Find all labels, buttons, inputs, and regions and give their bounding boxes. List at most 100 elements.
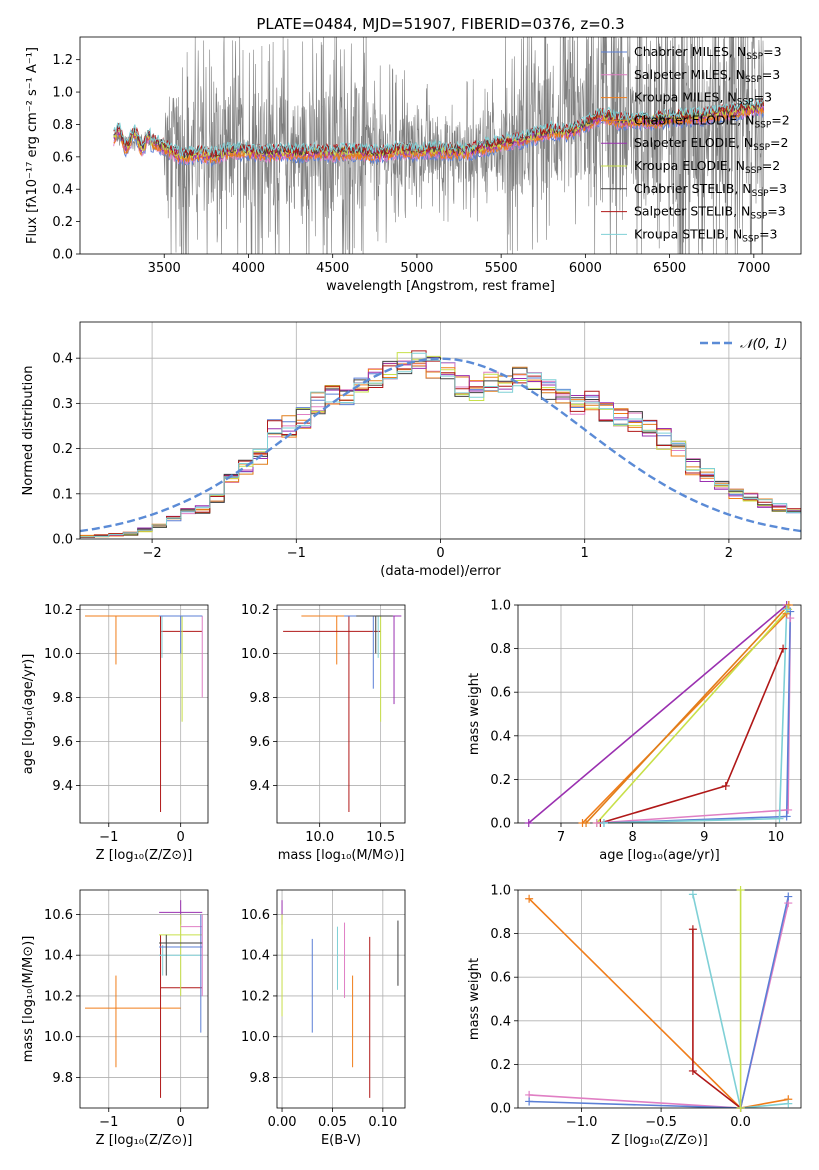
x-tick-label: 0.05 xyxy=(318,1115,347,1130)
weight-marker-chabrier-elodie xyxy=(784,601,793,609)
y-tick-label: 10.2 xyxy=(44,989,73,1004)
legend-label-sub: SSP xyxy=(745,166,762,176)
plot-area xyxy=(518,605,801,823)
weight-marker-kroupa-stelib xyxy=(775,814,784,823)
chart-age-vs-mass: 10.0 10.5 9.4 9.6 9.8 10.0 10.2 mass [log₁₀(M/M… xyxy=(241,603,406,863)
legend-label: Chabrier STELIB, NSSP=3 xyxy=(634,181,787,199)
legend-label: Salpeter STELIB, NSSP=3 xyxy=(634,204,786,222)
plot-area xyxy=(277,890,405,1108)
legend-label-tail: =3 xyxy=(769,181,787,196)
plot-area xyxy=(80,890,208,1108)
y-axis-label: age [log₁₀(age/yr)] xyxy=(21,654,36,775)
axes-frame xyxy=(517,889,802,1109)
x-tick-label: −2 xyxy=(143,546,162,561)
y-tick-label: 10.6 xyxy=(44,908,73,923)
weight-marker-chabrier-miles xyxy=(786,607,795,616)
chart-mass-vs-ebv: 0.00 0.05 0.10 9.8 10.0 10.2 10.4 10.6 E(B-V) xyxy=(241,889,406,1148)
legend-label-main: Chabrier MILES, N xyxy=(634,44,746,59)
x-axis-label: wavelength [Angstrom, rest frame] xyxy=(326,279,555,294)
y-tick-label: 9.8 xyxy=(249,1071,270,1086)
model-spectrum-kroupa-stelib xyxy=(113,98,764,158)
y-tick-label: 9.4 xyxy=(249,779,270,794)
legend-label-tail: =2 xyxy=(762,158,780,173)
weight-line-salpeter-stelib xyxy=(692,929,742,1108)
x-tick-label: 10.5 xyxy=(366,830,395,845)
chart-mass-vs-z: −1 0 9.8 10.0 10.2 10.4 10.6 Z [log₁₀(Z/Z⊙)] mas… xyxy=(21,889,209,1148)
observed-spectrum-line xyxy=(113,37,764,254)
axes-frame xyxy=(517,604,802,824)
weight-line-kroupa-stelib xyxy=(692,894,789,1108)
legend-label: Chabrier MILES, NSSP=3 xyxy=(634,44,782,62)
x-tick-label: −1 xyxy=(99,830,118,845)
x-tick-label: 0.00 xyxy=(268,1115,297,1130)
y-tick-label: 0.8 xyxy=(490,642,511,657)
chart-age-vs-z: −1 0 9.4 9.6 9.8 10.0 10.2 Z [log₁₀(Z/Z⊙)] age [… xyxy=(21,603,209,863)
weight-marker-chabrier-miles xyxy=(784,892,793,901)
legend-label-sub: SSP xyxy=(737,98,754,108)
y-tick-label: 0.0 xyxy=(490,817,511,832)
y-tick-label: 10.2 xyxy=(241,603,270,618)
legend-label-sub: SSP xyxy=(752,189,769,199)
x-tick-label: −0.5 xyxy=(645,1115,677,1130)
legend-label-tail: =2 xyxy=(770,135,788,150)
gaussian-curve xyxy=(80,357,801,533)
chart-title: PLATE=0484, MJD=51907, FIBERID=0376, z=0… xyxy=(256,15,624,33)
axes-frame xyxy=(276,889,406,1109)
x-tick-label: −1 xyxy=(287,546,306,561)
histogram-kroupa-stelib xyxy=(80,352,801,539)
legend-label-sub: SSP xyxy=(745,75,762,85)
weight-marker-salpeter-stelib xyxy=(688,925,697,934)
y-tick-label: 0.6 xyxy=(490,971,511,986)
y-tick-label: 0.8 xyxy=(52,118,73,133)
legend-label-main: Kroupa MILES, N xyxy=(634,90,737,105)
weight-marker-chabrier-miles xyxy=(525,1097,534,1106)
legend-label-main: Kroupa ELODIE, N xyxy=(634,158,745,173)
weight-line-kroupa-elodie xyxy=(596,608,789,823)
x-tick-label: 0.0 xyxy=(730,1115,751,1130)
y-tick-label: 1.0 xyxy=(490,884,511,899)
legend-label-tail: =3 xyxy=(762,67,780,82)
y-tick-label: 9.8 xyxy=(52,1071,73,1086)
y-tick-label: 0.2 xyxy=(490,1058,511,1073)
x-tick-label: −1.0 xyxy=(566,1115,598,1130)
axes-frame xyxy=(276,604,406,824)
legend-label-sub: SSP xyxy=(754,120,771,130)
legend-label-sub: SSP xyxy=(750,212,767,222)
y-tick-label: 1.0 xyxy=(490,599,511,614)
y-tick-label: 10.2 xyxy=(44,603,73,618)
legend-label-sub: SSP xyxy=(753,143,770,153)
legend-label-tail: =3 xyxy=(759,226,777,241)
weight-marker-kroupa-stelib xyxy=(688,890,697,899)
y-tick-label: 0.1 xyxy=(52,487,73,502)
weight-marker-kroupa-stelib xyxy=(782,605,791,614)
legend-label: Salpeter ELODIE, NSSP=2 xyxy=(634,135,788,153)
x-axis-label: Z [log₁₀(Z/Z⊙)] xyxy=(611,1133,708,1148)
weight-marker-salpeter-stelib xyxy=(721,781,730,790)
y-tick-label: 0.4 xyxy=(490,729,511,744)
y-tick-label: 0.4 xyxy=(52,183,73,198)
y-tick-label: 0.2 xyxy=(490,773,511,788)
y-tick-label: 10.0 xyxy=(44,1030,73,1045)
legend-label-main: Chabrier STELIB, N xyxy=(634,181,752,196)
y-tick-label: 1.0 xyxy=(52,86,73,101)
y-tick-label: 9.6 xyxy=(249,735,270,750)
weight-marker-kroupa-elodie xyxy=(736,886,745,894)
legend-label: Kroupa STELIB, NSSP=3 xyxy=(634,226,778,244)
y-axis-label: Flux [fλ10⁻¹⁷ erg cm⁻² s⁻¹ A⁻¹] xyxy=(25,47,40,244)
y-tick-label: 9.8 xyxy=(52,691,73,706)
y-tick-label: 9.6 xyxy=(52,735,73,750)
y-tick-label: 0.8 xyxy=(490,927,511,942)
legend-label-main: Chabrier ELODIE, N xyxy=(634,112,754,127)
y-tick-label: 0.0 xyxy=(52,533,73,548)
legend-label-sub: SSP xyxy=(746,52,763,62)
x-tick-label: 5500 xyxy=(485,261,518,276)
legend-label-tail: =3 xyxy=(754,90,772,105)
y-axis-label: mass weight xyxy=(467,673,482,755)
legend-label: Kroupa ELODIE, NSSP=2 xyxy=(634,158,780,176)
x-axis-label: Z [log₁₀(Z/Z⊙)] xyxy=(96,848,193,863)
x-axis-label: age [log₁₀(age/yr)] xyxy=(599,848,720,863)
x-tick-label: 0.10 xyxy=(368,1115,397,1130)
legend-label: Salpeter MILES, NSSP=3 xyxy=(634,67,780,85)
x-axis-label: Z [log₁₀(Z/Z⊙)] xyxy=(96,1133,193,1148)
x-tick-label: 0 xyxy=(436,546,444,561)
